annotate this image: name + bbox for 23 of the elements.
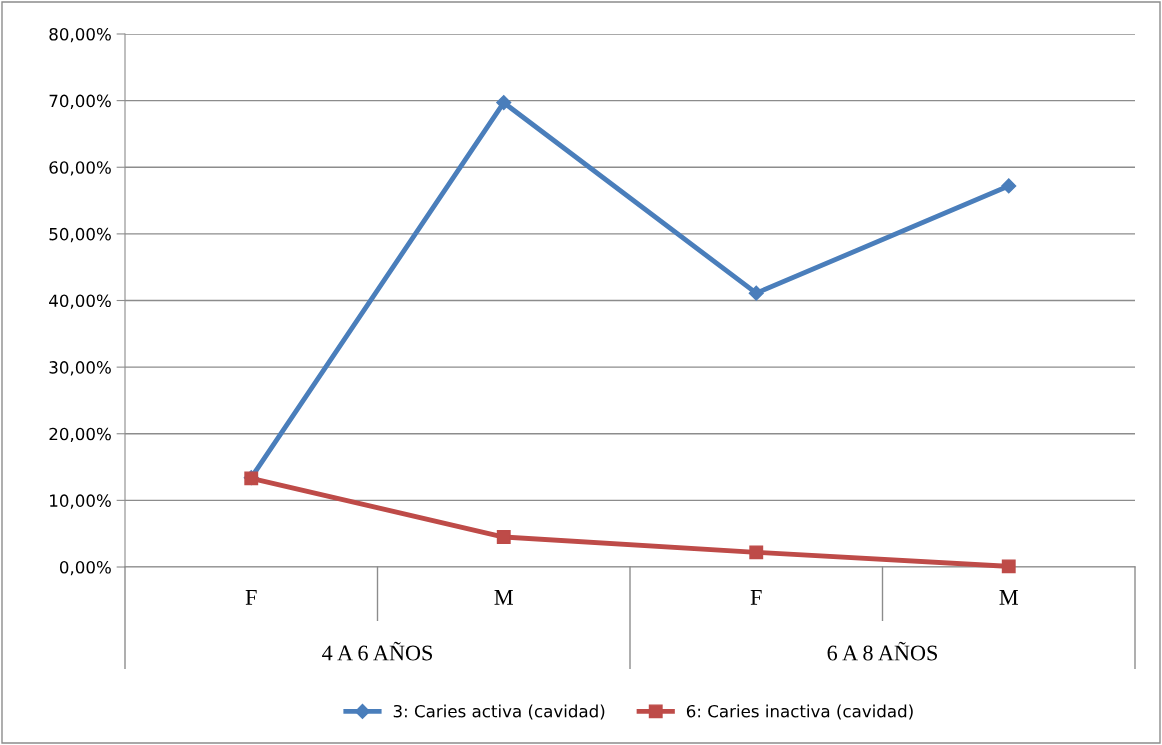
y-tick-label: 20,00% bbox=[49, 427, 111, 443]
point bbox=[748, 285, 764, 301]
point bbox=[496, 530, 511, 544]
y-tick-label: 80,00% bbox=[49, 27, 111, 43]
x-tick-label: M bbox=[494, 590, 513, 605]
x-tick-label: F bbox=[750, 590, 762, 605]
text: 6 A 8 AÑOS bbox=[827, 641, 938, 661]
y-tick-label: 50,00% bbox=[49, 227, 111, 243]
point bbox=[1001, 178, 1017, 194]
point bbox=[1001, 559, 1016, 574]
y-tick-label: 0,00% bbox=[59, 560, 111, 576]
text: 4 A 6 AÑOS bbox=[322, 641, 433, 661]
legend-label: 3: Caries activa (cavidad) bbox=[393, 704, 605, 720]
legend-label: 6: Caries inactiva (cavidad) bbox=[686, 704, 913, 720]
y-tick-label: 70,00% bbox=[49, 94, 111, 109]
point bbox=[749, 545, 764, 560]
y-tick-label: 40,00% bbox=[49, 294, 111, 309]
y-tick-label: 60,00% bbox=[49, 161, 111, 176]
point bbox=[496, 95, 512, 111]
y-tick-label: 10,00% bbox=[50, 494, 111, 509]
x-tick-label: M bbox=[999, 590, 1018, 605]
x-tick-label: F bbox=[245, 590, 257, 605]
y-tick-label: 30,00% bbox=[49, 361, 111, 376]
